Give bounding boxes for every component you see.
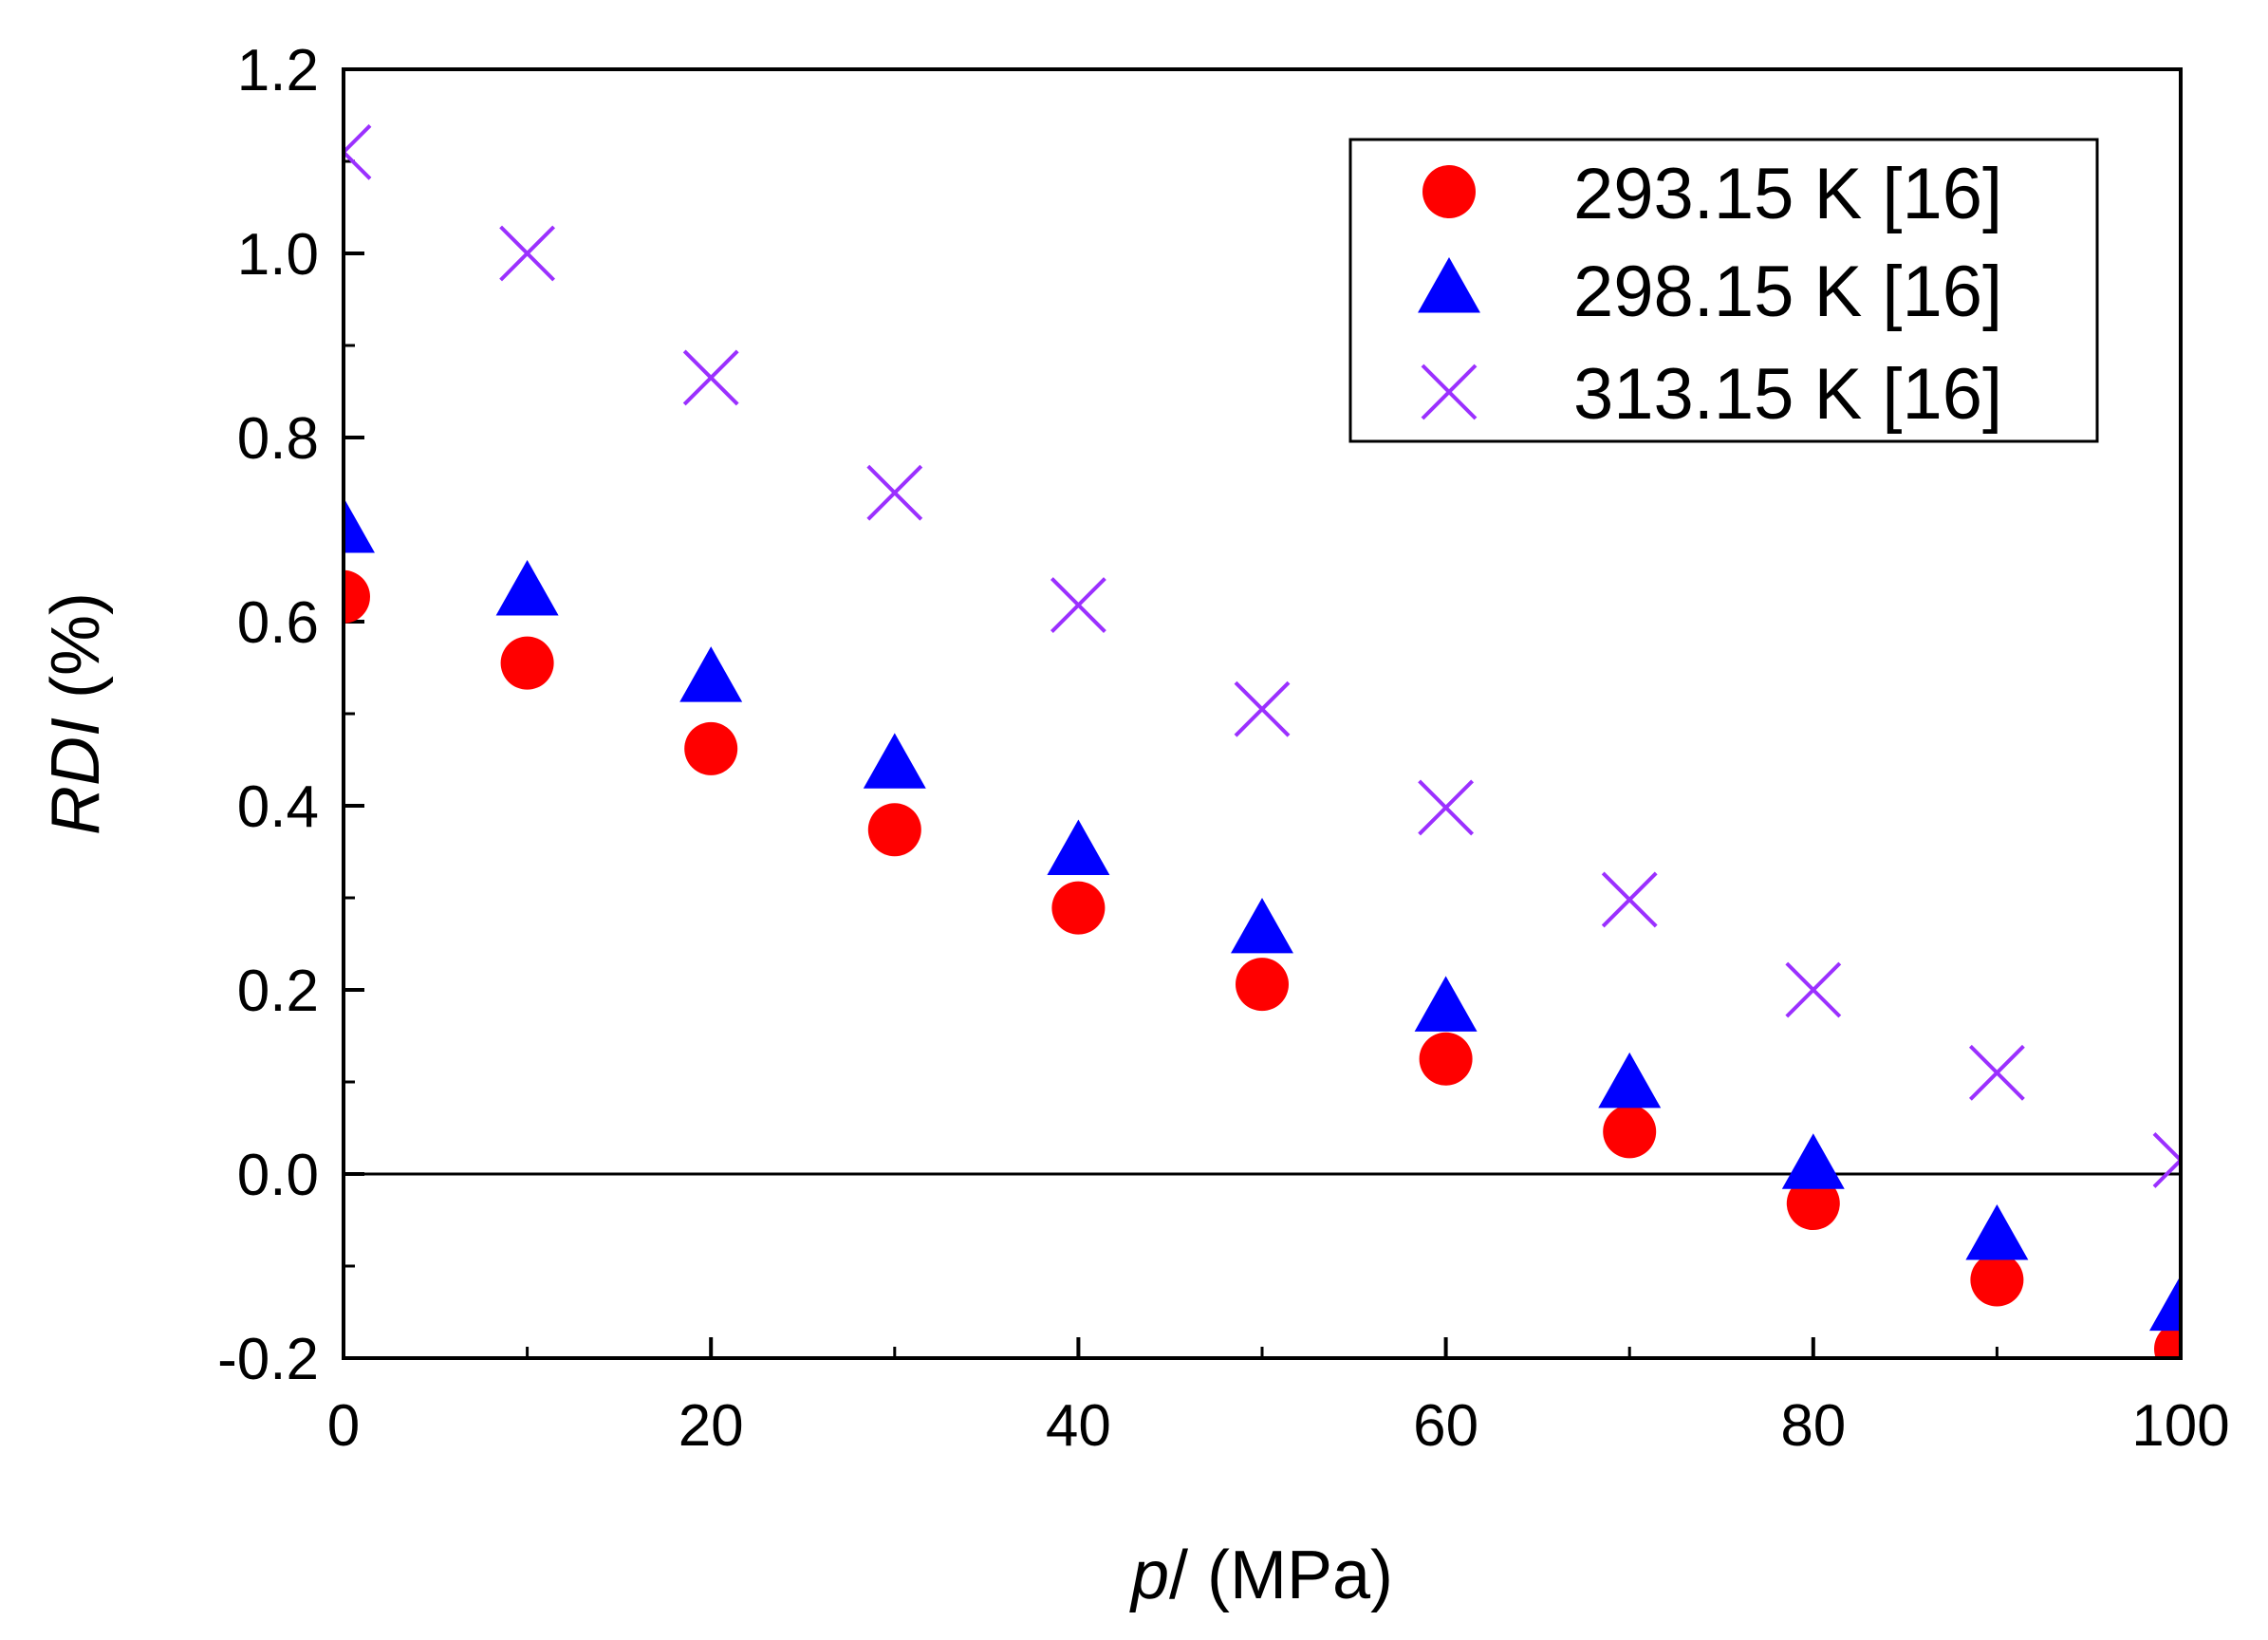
legend-marker-triangle bbox=[1418, 257, 1480, 313]
plot-frame bbox=[342, 67, 2183, 1360]
data-point-cross bbox=[1418, 779, 1475, 836]
data-point-triangle bbox=[2149, 1275, 2181, 1332]
y-tick-label: -0.2 bbox=[217, 1327, 319, 1392]
x-tick-label: 80 bbox=[1780, 1393, 1846, 1459]
data-point-circle bbox=[2154, 1322, 2181, 1358]
data-point-circle bbox=[1419, 1032, 1473, 1086]
y-axis-title: RDI (%) bbox=[38, 592, 114, 835]
data-point-triangle bbox=[1781, 1133, 1845, 1189]
data-point-circle bbox=[684, 721, 738, 775]
data-point-cross bbox=[682, 349, 739, 406]
y-tick-label: 1.0 bbox=[237, 222, 319, 288]
x-tick-label: 40 bbox=[1046, 1393, 1111, 1459]
data-point-circle bbox=[1236, 958, 1289, 1012]
x-tick-label: 0 bbox=[327, 1393, 360, 1459]
data-point-cross bbox=[1785, 961, 1842, 1018]
data-point-circle bbox=[344, 569, 370, 624]
x-tick-label: 60 bbox=[1413, 1393, 1478, 1459]
data-point-cross bbox=[2152, 1132, 2181, 1188]
data-point-triangle bbox=[1414, 976, 1478, 1032]
x-tick-label: 100 bbox=[2131, 1393, 2229, 1459]
data-point-cross bbox=[344, 123, 372, 180]
y-tick-label: 1.2 bbox=[237, 38, 319, 103]
data-point-circle bbox=[867, 803, 921, 857]
data-point-triangle bbox=[344, 497, 375, 553]
legend-label: 293.15 K [16] bbox=[1573, 154, 2002, 234]
legend: 293.15 K [16] 298.15 K [16] 313.15 K [16] bbox=[1348, 138, 2099, 443]
y-tick-label: 0.2 bbox=[237, 959, 319, 1024]
x-tick-label: 20 bbox=[679, 1393, 744, 1459]
data-point-circle bbox=[500, 636, 554, 690]
legend-label: 298.15 K [16] bbox=[1573, 252, 2002, 332]
y-tick-label: 0.4 bbox=[237, 774, 319, 840]
data-point-cross bbox=[1601, 871, 1658, 928]
data-point-triangle bbox=[1047, 819, 1110, 875]
data-point-triangle bbox=[863, 733, 926, 789]
data-point-cross bbox=[1050, 577, 1106, 633]
data-point-triangle bbox=[495, 559, 559, 616]
data-point-cross bbox=[1234, 680, 1291, 737]
y-tick-label: 0.0 bbox=[237, 1143, 319, 1208]
data-point-cross bbox=[499, 225, 556, 282]
data-point-circle bbox=[1603, 1105, 1657, 1159]
data-point-triangle bbox=[1231, 897, 1293, 954]
data-point-triangle bbox=[679, 646, 743, 702]
x-axis-title: p/ (MPa) bbox=[1129, 1538, 1393, 1613]
data-point-triangle bbox=[1598, 1052, 1662, 1109]
legend-marker-circle bbox=[1422, 165, 1476, 218]
y-tick-label: 0.8 bbox=[237, 406, 319, 472]
legend-marker-cross bbox=[1421, 363, 1478, 420]
data-point-cross bbox=[866, 464, 923, 521]
data-point-cross bbox=[1968, 1044, 2025, 1101]
legend-label: 313.15 K [16] bbox=[1573, 354, 2002, 435]
data-point-circle bbox=[1970, 1253, 2024, 1307]
y-tick-label: 0.6 bbox=[237, 590, 319, 656]
data-point-triangle bbox=[1965, 1203, 2029, 1260]
data-point-circle bbox=[1786, 1177, 1840, 1231]
data-point-circle bbox=[1051, 881, 1106, 935]
